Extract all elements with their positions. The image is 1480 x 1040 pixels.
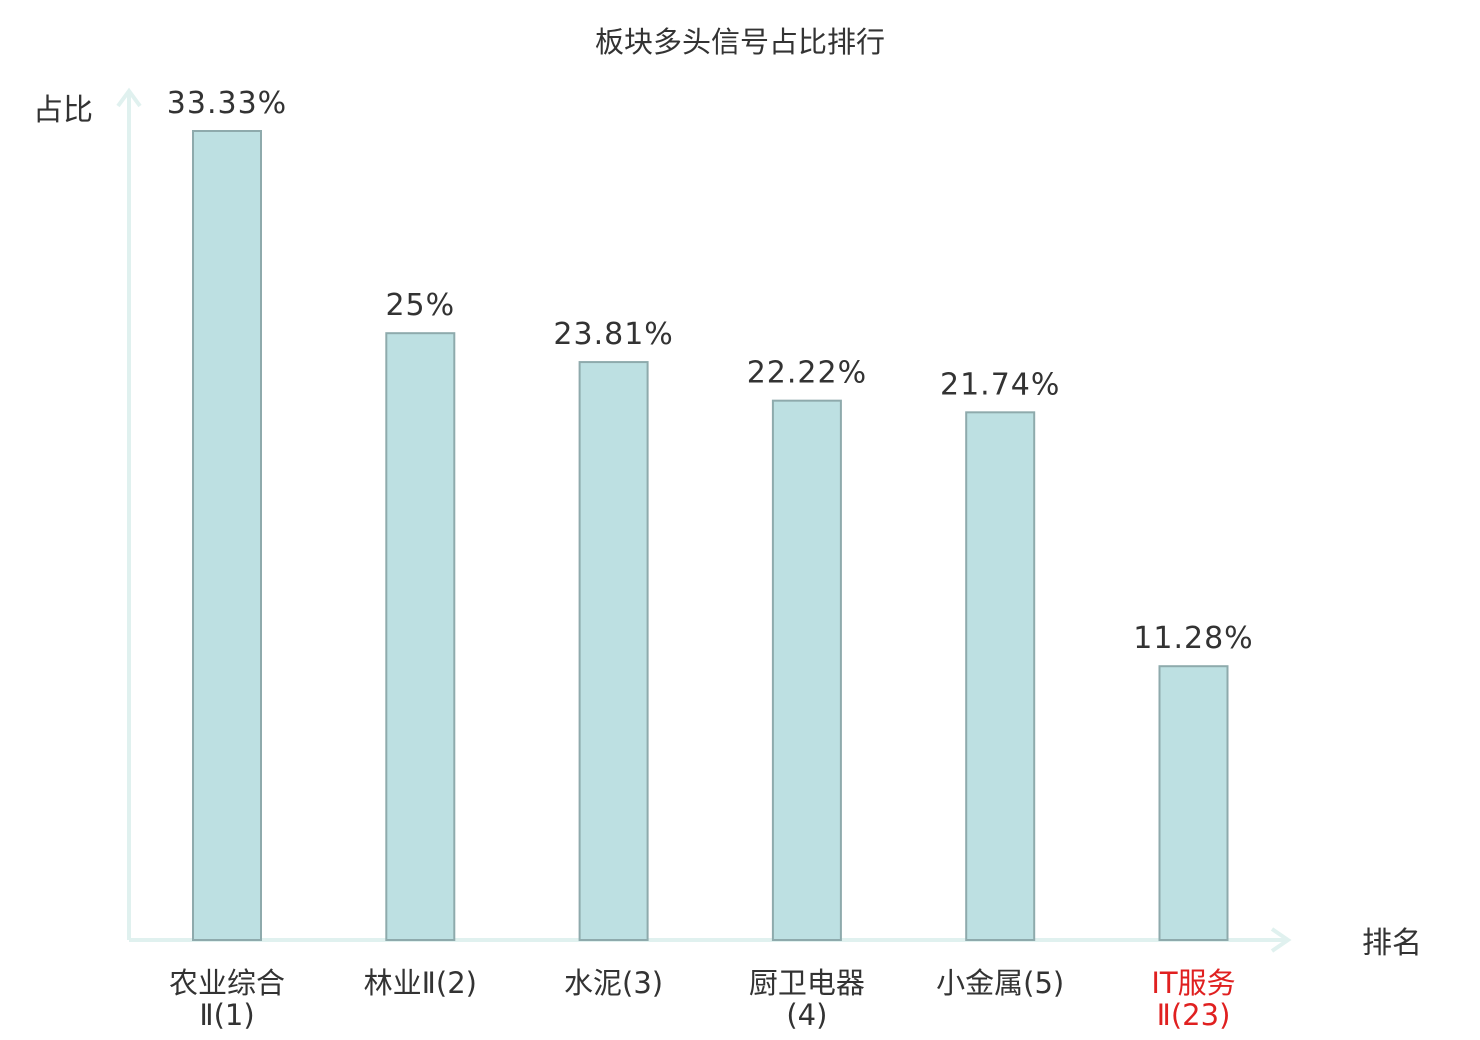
x-axis-arrow <box>1270 927 1292 953</box>
x-tick-rank: Ⅱ(23) <box>1157 998 1231 1032</box>
bar-6 <box>1158 665 1229 941</box>
x-tick-labels-group: 农业综合 Ⅱ(1) 林业Ⅱ(2) 水泥(3) 厨卫电器(4) 小金属(5) IT服务 Ⅱ(23… <box>169 966 1236 1032</box>
y-axis-label: 占比 <box>33 93 93 128</box>
bar-1 <box>192 130 262 941</box>
x-tick-label-2: 林业Ⅱ(2) <box>364 966 477 1000</box>
bar-3 <box>578 361 649 942</box>
value-label-2: 25% <box>385 288 455 323</box>
x-axis-label: 排名 <box>1362 926 1422 961</box>
value-labels-group: 33.33% 25% 23.81% 22.22% 21.74% 11.28% <box>167 86 1253 656</box>
x-tick-rank: (3) <box>622 966 663 1000</box>
x-tick-name: 水泥 <box>564 966 622 1000</box>
x-tick-name: 厨卫电器 <box>749 966 865 1000</box>
bars-group <box>192 130 1229 942</box>
x-tick-name: IT服务 <box>1151 966 1235 1000</box>
x-tick-label-3: 水泥(3) <box>564 966 663 1000</box>
x-tick-label-4: 厨卫电器(4) <box>749 966 865 1032</box>
value-label-1: 33.33% <box>167 86 287 121</box>
x-tick-rank: Ⅱ(2) <box>422 966 477 1000</box>
x-tick-rank: Ⅱ(1) <box>199 998 254 1032</box>
bar-2 <box>385 332 456 941</box>
value-label-3: 23.81% <box>553 317 673 352</box>
chart-title: 板块多头信号占比排行 <box>595 25 885 59</box>
x-tick-name: 林业 <box>364 966 422 1000</box>
bar-4 <box>771 399 842 941</box>
bar-5 <box>965 411 1036 941</box>
y-axis <box>116 87 142 940</box>
x-tick-label-6: IT服务 Ⅱ(23) <box>1151 966 1235 1032</box>
x-tick-name: 小金属 <box>936 966 1023 1000</box>
x-tick-rank: (4) <box>786 998 827 1032</box>
x-axis <box>129 927 1292 953</box>
x-tick-label-5: 小金属(5) <box>936 966 1064 1000</box>
x-tick-label-1: 农业综合 Ⅱ(1) <box>169 966 285 1032</box>
x-tick-name: 农业综合 <box>169 966 285 1000</box>
value-label-6: 11.28% <box>1133 621 1253 656</box>
value-label-5: 21.74% <box>940 367 1060 402</box>
y-axis-arrow <box>116 87 142 108</box>
x-tick-rank: (5) <box>1023 966 1064 1000</box>
value-label-4: 22.22% <box>747 356 867 391</box>
